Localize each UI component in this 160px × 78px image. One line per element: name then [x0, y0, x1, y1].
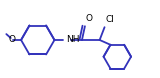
Text: Cl: Cl [106, 15, 114, 24]
Text: O: O [9, 35, 16, 44]
Text: O: O [86, 14, 93, 23]
Text: NH: NH [66, 35, 80, 44]
